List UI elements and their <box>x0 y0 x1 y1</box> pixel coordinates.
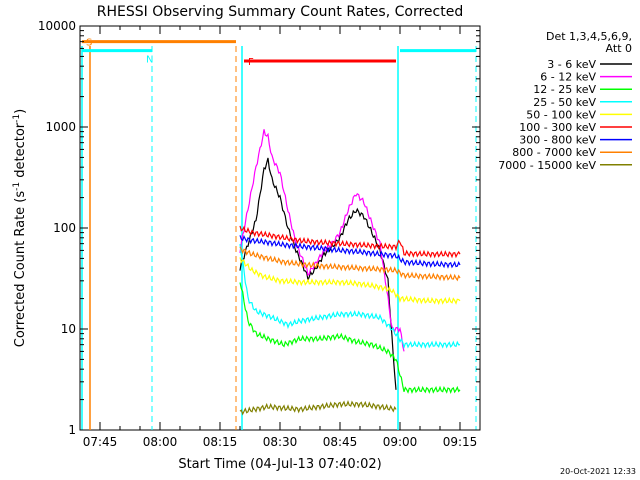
legend-label: 7000 - 15000 keV <box>498 159 596 172</box>
series-line <box>239 246 461 282</box>
y-axis-label: Corrected Count Rate (s-1 detector-1) <box>12 109 28 347</box>
series-line <box>239 234 461 269</box>
legend-label: 50 - 100 keV <box>526 108 596 121</box>
y-axis-label-sup: -1 <box>12 114 22 123</box>
state-bar-label: F <box>248 57 254 68</box>
y-axis-label-sup: -1 <box>12 182 22 191</box>
series-line <box>239 157 397 390</box>
x-tick-label: 08:00 <box>143 435 178 449</box>
series-layer <box>239 129 461 416</box>
state-bar-label: N <box>146 55 153 66</box>
y-tick-label: 10000 <box>38 19 76 33</box>
state-bar-label: S <box>86 38 92 49</box>
chart-title: RHESSI Observing Summary Count Rates, Co… <box>97 4 463 20</box>
x-axis-ticks: 07:45 08:00 08:15 08:30 08:45 09:00 09:15 <box>83 26 478 449</box>
x-tick-label: 08:30 <box>263 435 298 449</box>
series-line <box>239 225 461 259</box>
legend-label: 3 - 6 keV <box>547 58 596 71</box>
x-tick-label: 09:15 <box>443 435 478 449</box>
x-tick-label: 07:45 <box>83 435 118 449</box>
legend-label: 300 - 800 keV <box>519 134 596 147</box>
legend-header: Att 0 <box>606 42 632 55</box>
y-tick-label: 1 <box>68 423 76 437</box>
legend-label: 100 - 300 keV <box>519 121 596 134</box>
plot-area <box>79 25 481 431</box>
series-line <box>239 282 461 394</box>
legend-header: Det 1,3,4,5,6,9, <box>546 30 632 43</box>
legend-label: 12 - 25 keV <box>533 83 596 96</box>
legend-label: 6 - 12 keV <box>540 71 596 84</box>
x-tick-label: 08:45 <box>323 435 358 449</box>
x-tick-label: 09:00 <box>383 435 418 449</box>
y-tick-label: 1000 <box>45 120 76 134</box>
series-line <box>239 244 461 350</box>
y-tick-label: 10 <box>61 322 76 336</box>
series-line <box>239 399 397 416</box>
x-axis-label: Start Time (04-Jul-13 07:40:02) <box>178 457 381 472</box>
legend-label: 25 - 50 keV <box>533 96 596 109</box>
series-line <box>239 257 461 306</box>
y-axis-ticks: 1 10 100 1000 10000 <box>38 19 480 437</box>
observing-state-bars: S N F <box>81 38 477 430</box>
render-timestamp: 20-Oct-2021 12:33 <box>560 467 636 476</box>
y-axis-label-part: ) <box>13 109 28 114</box>
series-line <box>239 129 405 352</box>
legend-label: 800 - 7000 keV <box>512 146 596 159</box>
y-axis-label-part: Corrected Count Rate (s <box>13 191 28 348</box>
x-tick-label: 08:15 <box>203 435 238 449</box>
y-tick-label: 100 <box>53 221 76 235</box>
y-axis-label-part: detector <box>13 122 28 182</box>
